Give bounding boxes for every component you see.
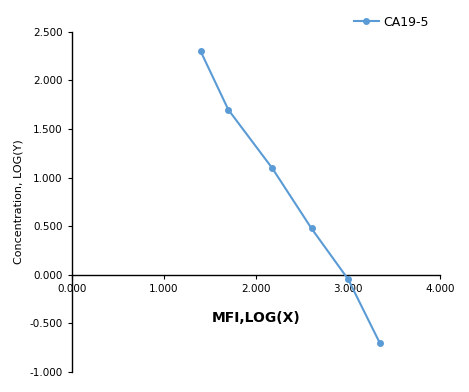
Legend: CA19-5: CA19-5 xyxy=(348,11,434,34)
CA19-5 xyxy=(309,226,314,231)
CA19-5 xyxy=(377,341,383,345)
CA19-5 xyxy=(198,49,204,53)
CA19-5 xyxy=(345,277,351,282)
CA19-5 xyxy=(226,107,231,112)
Line: CA19-5: CA19-5 xyxy=(198,48,383,346)
Y-axis label: Concentration, LOG(Y): Concentration, LOG(Y) xyxy=(14,140,24,264)
X-axis label: MFI,LOG(X): MFI,LOG(X) xyxy=(212,310,301,325)
CA19-5 xyxy=(270,166,275,171)
